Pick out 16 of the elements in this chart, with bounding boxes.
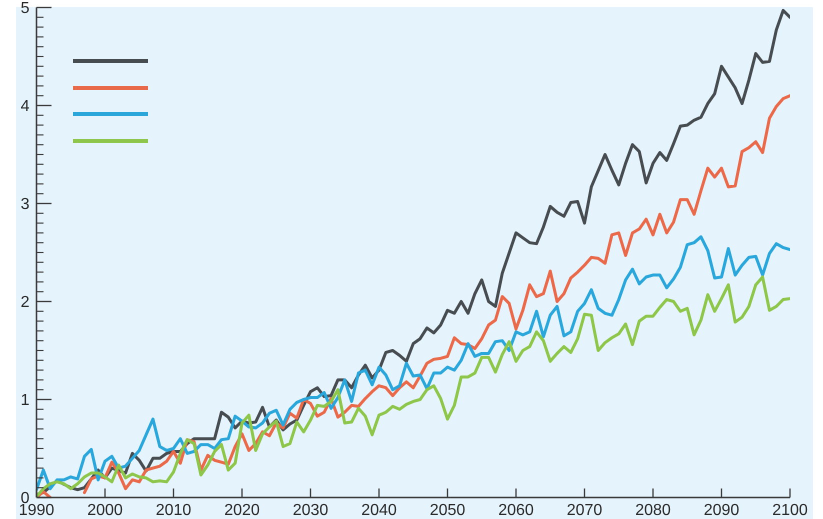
x-tick-label: 2100 bbox=[772, 502, 808, 519]
y-tick-label: 1 bbox=[20, 392, 30, 409]
y-tick-label: 5 bbox=[20, 0, 30, 17]
y-tick-label: 2 bbox=[20, 294, 30, 311]
x-tick-label: 2010 bbox=[156, 502, 192, 519]
x-tick-label: 2020 bbox=[224, 502, 260, 519]
x-tick-label: 2030 bbox=[292, 502, 328, 519]
y-tick-label: 3 bbox=[20, 196, 30, 213]
x-tick-label: 2090 bbox=[704, 502, 740, 519]
x-tick-label: 2040 bbox=[361, 502, 397, 519]
y-tick-label: 4 bbox=[20, 98, 30, 115]
x-tick-label: 2050 bbox=[430, 502, 466, 519]
x-tick-label: 2000 bbox=[87, 502, 123, 519]
x-tick-label: 2080 bbox=[635, 502, 671, 519]
x-tick-label: 2060 bbox=[498, 502, 534, 519]
x-tick-label: 2070 bbox=[566, 502, 602, 519]
